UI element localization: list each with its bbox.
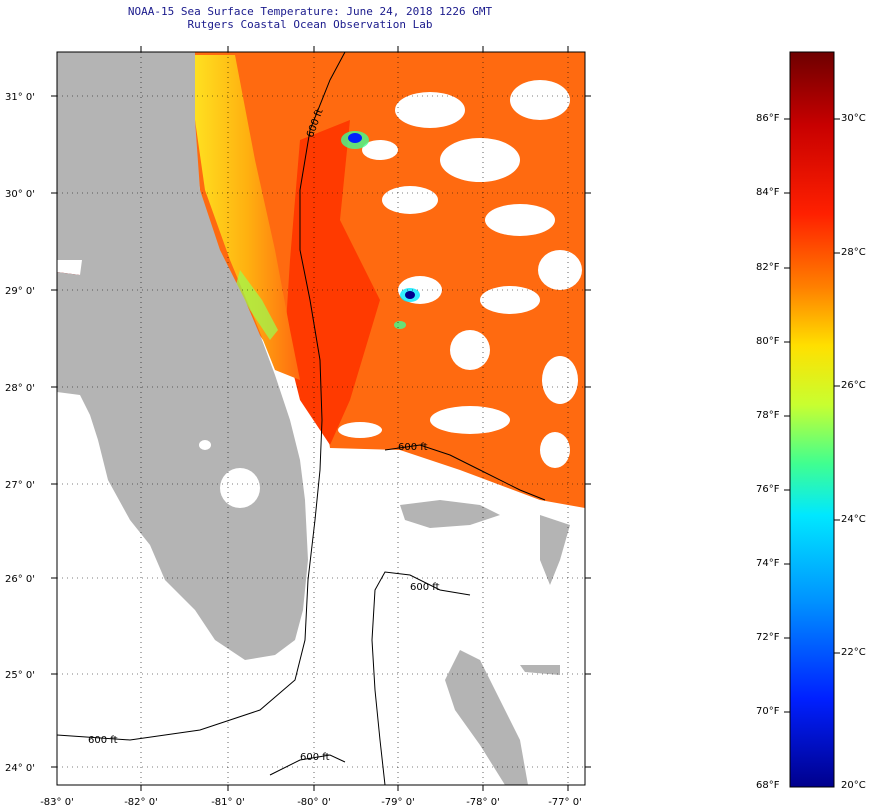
map-title: NOAA-15 Sea Surface Temperature: June 24… (127, 5, 493, 18)
colorbar-f-72: 72°F (756, 632, 780, 643)
colorbar-f-82: 82°F (756, 262, 780, 273)
colorbar-c-20: 20°C (841, 780, 866, 791)
cloud-cover (60, 80, 582, 468)
map-frame (56, 51, 586, 786)
bathymetry-contours (57, 52, 546, 785)
lat-label-26: 26° 0' (5, 574, 35, 585)
cloud-edge-cold-pixels (341, 131, 420, 329)
colorbar-c-28: 28°C (841, 247, 866, 258)
sst-warm-core (285, 120, 380, 445)
colorbar-f-76: 76°F (756, 484, 780, 495)
lat-label-31: 31° 0' (5, 92, 35, 103)
inland-lake (199, 440, 211, 450)
colorbar-f-80: 80°F (756, 336, 780, 347)
colorbar-c-22: 22°C (841, 647, 866, 658)
lon-label-80w: -80° 0' (297, 797, 331, 808)
bahamas-landmass (400, 500, 570, 785)
lat-label-27: 27° 0' (5, 480, 35, 491)
lat-label-28: 28° 0' (5, 383, 35, 394)
lake-okeechobee (220, 468, 260, 508)
lon-label-78w: -78° 0' (466, 797, 500, 808)
lon-label-81w: -81° 0' (211, 797, 245, 808)
colorbar-f-70: 70°F (756, 706, 780, 717)
colorbar-f-86: 86°F (756, 113, 780, 124)
lat-label-30: 30° 0' (5, 189, 35, 200)
colorbar-f-74: 74°F (756, 558, 780, 569)
lon-label-82w: -82° 0' (124, 797, 158, 808)
contour-label-grand-bahama: 600 ft (398, 442, 428, 453)
colorbar-f-84: 84°F (756, 187, 780, 198)
colorbar-c-24: 24°C (841, 514, 866, 525)
florida-landmass (57, 52, 308, 660)
sst-cool-coastal-strip (236, 270, 278, 340)
colorbar-c-26: 26°C (841, 380, 866, 391)
graticule (57, 52, 585, 785)
contour-label-south: 600 ft (300, 752, 330, 763)
lon-label-77w: -77° 0' (548, 797, 582, 808)
lat-label-24: 24° 0' (5, 763, 35, 774)
colorbar (789, 51, 835, 788)
contour-label-southwest: 600 ft (88, 735, 118, 746)
colorbar-f-68: 68°F (756, 780, 780, 791)
tick-marks (51, 46, 591, 791)
colorbar-c-30: 30°C (841, 113, 866, 124)
map-subtitle: Rutgers Coastal Ocean Observation Lab (187, 18, 433, 31)
lon-label-79w: -79° 0' (381, 797, 415, 808)
lon-label-83w: -83° 0' (40, 797, 74, 808)
colorbar-ticks (784, 118, 840, 713)
lat-label-29: 29° 0' (5, 286, 35, 297)
sst-coastal-band (195, 55, 300, 380)
lat-label-25: 25° 0' (5, 670, 35, 681)
colorbar-f-78: 78°F (756, 410, 780, 421)
contour-label-tongue: 600 ft (410, 582, 440, 593)
